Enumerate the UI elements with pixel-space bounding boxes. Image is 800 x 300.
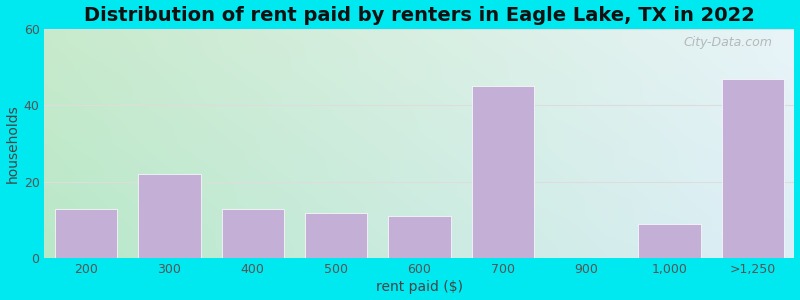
- Title: Distribution of rent paid by renters in Eagle Lake, TX in 2022: Distribution of rent paid by renters in …: [84, 6, 755, 25]
- Bar: [638, 224, 701, 258]
- Bar: [305, 212, 367, 258]
- Y-axis label: households: households: [6, 104, 19, 183]
- Bar: [138, 174, 201, 258]
- Bar: [722, 79, 784, 258]
- Bar: [471, 86, 534, 258]
- Text: City-Data.com: City-Data.com: [683, 36, 772, 49]
- Bar: [55, 209, 118, 258]
- X-axis label: rent paid ($): rent paid ($): [376, 280, 463, 294]
- Bar: [388, 216, 450, 258]
- Bar: [222, 209, 284, 258]
